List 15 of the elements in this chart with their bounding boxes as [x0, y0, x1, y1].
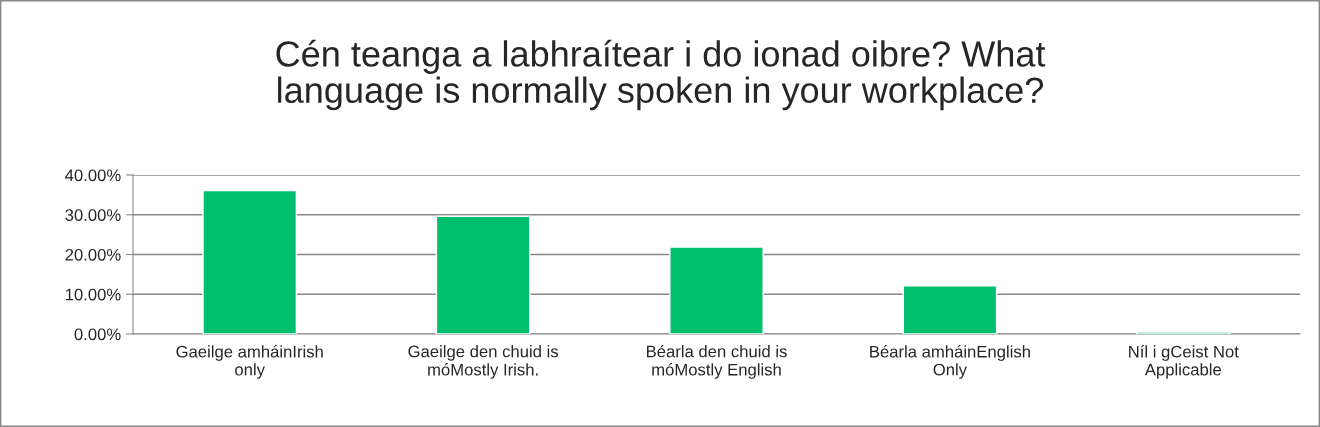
y-tick-label: 30.00% — [65, 209, 121, 221]
x-tick-label: Gaeilge den chuid is móMostly Irish. — [408, 345, 559, 379]
chart-title: Cén teanga a labhraítear i do ionad oibre? What language is normally spoken in your workplace? — [276, 39, 1046, 111]
x-tick-label: Béarla den chuid is móMostly English — [646, 344, 787, 379]
y-tick-label: 20.00% — [65, 248, 121, 261]
y-tick-label: 10.00% — [65, 288, 121, 301]
y-tick-label: 0.00% — [74, 328, 121, 341]
bar — [202, 189, 298, 334]
bar — [669, 246, 764, 334]
y-tick-label: 40.00% — [65, 169, 121, 182]
bar — [902, 285, 998, 334]
x-tick-label: Gaeilge amháinIrish only — [176, 345, 323, 379]
x-tick-label: Béarla amháinEnglish Only — [870, 345, 1030, 379]
x-tick-label: Níl i gCeist Not Applicable — [1129, 345, 1239, 379]
bar — [435, 215, 531, 334]
